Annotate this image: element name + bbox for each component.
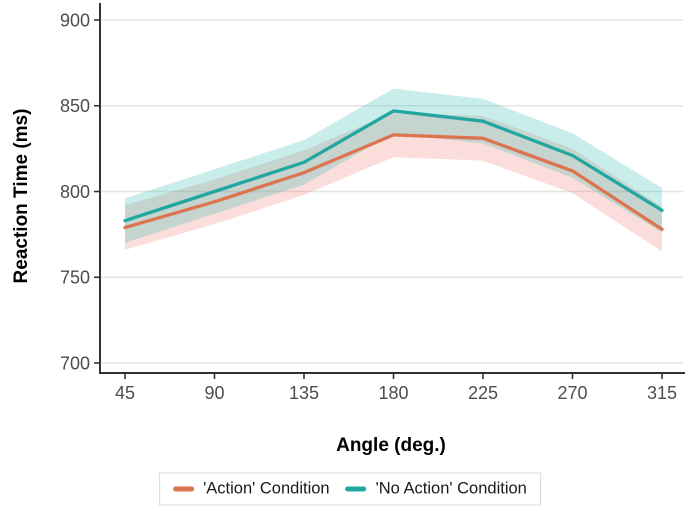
legend-item-no-action: 'No Action' Condition [345,479,527,499]
y-axis-title: Reaction Time (ms) [11,108,32,284]
x-tick-label-135: 135 [289,383,319,403]
y-tick-label-850: 850 [60,96,90,116]
legend: 'Action' Condition 'No Action' Condition [159,472,541,506]
y-tick-label-900: 900 [60,10,90,30]
ribbon-no-action-condition [125,88,662,243]
legend-swatch-action-icon [173,486,195,492]
line-action-condition [123,133,664,231]
x-tick-label-90: 90 [204,383,224,403]
x-tick-label-225: 225 [468,383,498,403]
y-tick-label-700: 700 [60,353,90,373]
ribbon-action-condition [125,112,662,252]
y-tick-label-750: 750 [60,268,90,288]
x-tick-label-270: 270 [557,383,587,403]
legend-label-action: 'Action' Condition [203,479,330,498]
x-tick-label-45: 45 [115,383,135,403]
x-axis-title: Angle (deg.) [336,435,446,456]
y-tick-label-800: 800 [60,182,90,202]
x-tick-label-180: 180 [378,383,408,403]
legend-item-action: 'Action' Condition [173,479,330,499]
legend-label-no-action: 'No Action' Condition [375,479,527,498]
x-tick-label-315: 315 [647,383,677,403]
legend-swatch-no-action-icon [345,486,367,492]
plot-svg: 700 750 800 850 900 45 90 135 180 225 270 315 [60,3,685,403]
line-no-action-condition [123,109,664,223]
